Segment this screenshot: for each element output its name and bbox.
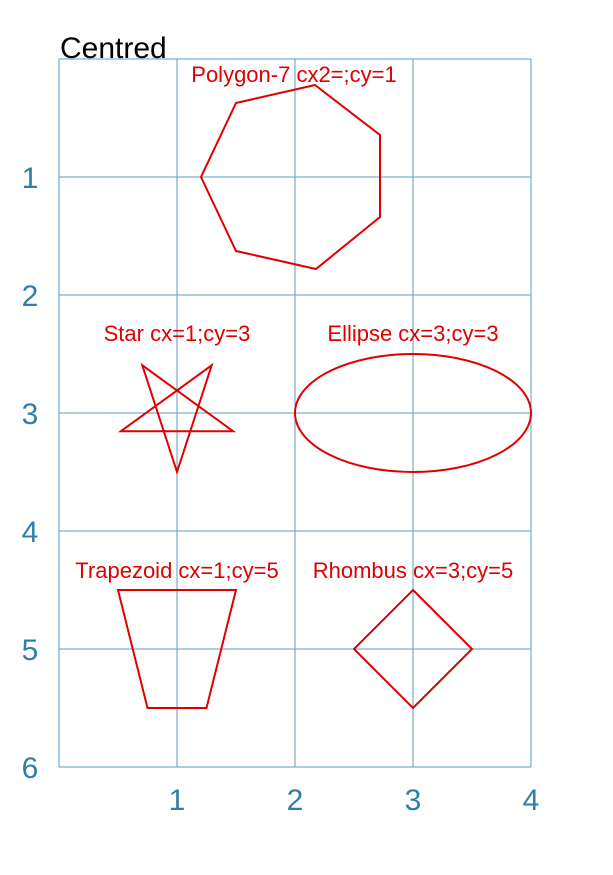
- diagram-title: Centred: [60, 32, 167, 65]
- y-tick-label: 4: [22, 516, 39, 549]
- y-tick-label: 5: [22, 634, 39, 667]
- shape-rhombus: Rhombus cx=3;cy=5: [313, 558, 514, 710]
- x-tick-label: 3: [405, 784, 422, 817]
- x-tick-label: 4: [523, 784, 540, 817]
- y-tick-label: 1: [22, 162, 39, 195]
- rhombus-label: Rhombus cx=3;cy=5: [313, 558, 514, 583]
- y-tick-label: 6: [22, 752, 39, 785]
- shape-star: Star cx=1;cy=3: [104, 321, 251, 476]
- star-label: Star cx=1;cy=3: [104, 321, 251, 346]
- shape-polygon-7: Polygon-7 cx2=;cy=1: [191, 62, 397, 271]
- x-tick-label: 2: [287, 784, 304, 817]
- ellipse-outline: [294, 353, 532, 473]
- x-tick-label: 1: [169, 784, 186, 817]
- shape-ellipse: Ellipse cx=3;cy=3: [294, 321, 532, 473]
- rhombus-outline: [352, 588, 474, 710]
- ellipse-label: Ellipse cx=3;cy=3: [327, 321, 498, 346]
- trapezoid-outline: [116, 589, 238, 709]
- y-tick-label: 3: [22, 398, 39, 431]
- trapezoid-label: Trapezoid cx=1;cy=5: [75, 558, 278, 583]
- shape-trapezoid: Trapezoid cx=1;cy=5: [75, 558, 279, 709]
- axis-labels: 1 2 3 4 1 2 3 4 5 6: [22, 162, 540, 817]
- star-outline: [117, 362, 237, 476]
- y-tick-label: 2: [22, 280, 39, 313]
- polygon-7-outline: [199, 83, 381, 271]
- polygon-7-label: Polygon-7 cx2=;cy=1: [191, 62, 396, 87]
